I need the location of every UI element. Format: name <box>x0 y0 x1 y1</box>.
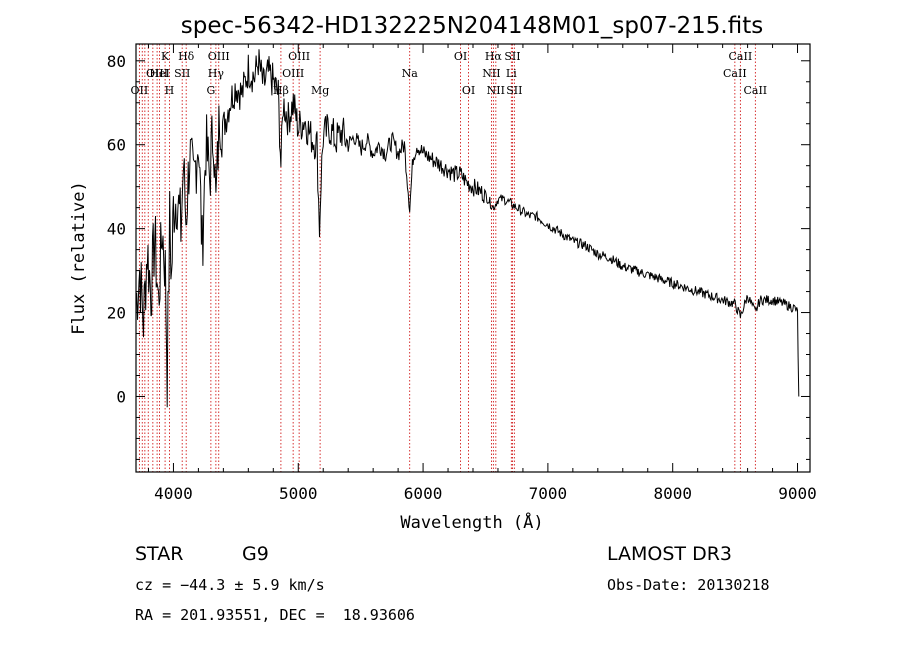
line-label: G <box>206 84 215 97</box>
line-label: OIII <box>282 67 304 80</box>
line-label: CaII <box>743 84 767 97</box>
plot-frame <box>135 43 811 473</box>
line-label: OIII <box>146 67 168 80</box>
chart-title: spec-56342-HD132225N204148M01_sp07-215.f… <box>181 13 763 39</box>
line-label: Hδ <box>178 50 195 63</box>
line-label: SII <box>506 84 522 97</box>
line-label: OI <box>462 84 475 97</box>
x-axis: 4000 5000 6000 7000 8000 9000 <box>147 44 817 503</box>
line-label: OI <box>454 50 467 63</box>
line-label: K <box>161 50 170 63</box>
survey-name: LAMOST DR3 <box>607 543 732 565</box>
x-tick-label: 9000 <box>778 484 817 503</box>
object-class: STAR <box>135 543 183 565</box>
line-label: H <box>165 84 175 97</box>
y-tick-label: 20 <box>107 304 126 323</box>
coordinates: RA = 201.93551, DEC = 18.93606 <box>135 606 415 624</box>
spectrum-line <box>135 49 800 408</box>
object-subclass: G9 <box>242 543 269 565</box>
y-axis: 0 20 40 60 80 <box>107 52 810 460</box>
redshift-value: cz = −44.3 ± 5.9 km/s <box>135 576 325 594</box>
line-label: SII <box>504 50 520 63</box>
x-tick-label: 6000 <box>404 484 443 503</box>
line-label: SII <box>174 67 190 80</box>
observation-date: Obs-Date: 20130218 <box>607 576 770 594</box>
line-label: OIII <box>288 50 310 63</box>
line-label: NII <box>487 84 505 97</box>
y-axis-label: Flux (relative) <box>69 181 89 335</box>
x-tick-label: 5000 <box>279 484 318 503</box>
line-label: Hγ <box>208 67 225 80</box>
line-label: CaII <box>723 67 747 80</box>
line-label: NII <box>482 67 500 80</box>
x-tick-label: 8000 <box>653 484 692 503</box>
line-label: Li <box>506 67 517 80</box>
line-label: Hα <box>485 50 503 63</box>
emission-line-markers <box>138 44 756 472</box>
line-label: CaII <box>729 50 753 63</box>
line-labels: OIIOIIIHeIKHSIIHδGHγOIIIHβOIIIOIIIMgNaOI… <box>131 50 768 97</box>
y-tick-label: 80 <box>107 52 126 71</box>
line-label: OIII <box>208 50 230 63</box>
spectrum-series <box>135 49 800 408</box>
y-tick-label: 60 <box>107 136 126 155</box>
x-axis-label: Wavelength (Å) <box>400 511 543 533</box>
y-tick-label: 40 <box>107 220 126 239</box>
line-label: HeI <box>149 67 169 80</box>
y-tick-label: 0 <box>116 387 126 406</box>
line-label: Na <box>402 67 419 80</box>
line-label: OII <box>131 84 149 97</box>
x-tick-label: 4000 <box>154 484 193 503</box>
line-label: Hβ <box>273 84 289 97</box>
x-tick-label: 7000 <box>529 484 568 503</box>
line-label: Mg <box>311 84 329 97</box>
